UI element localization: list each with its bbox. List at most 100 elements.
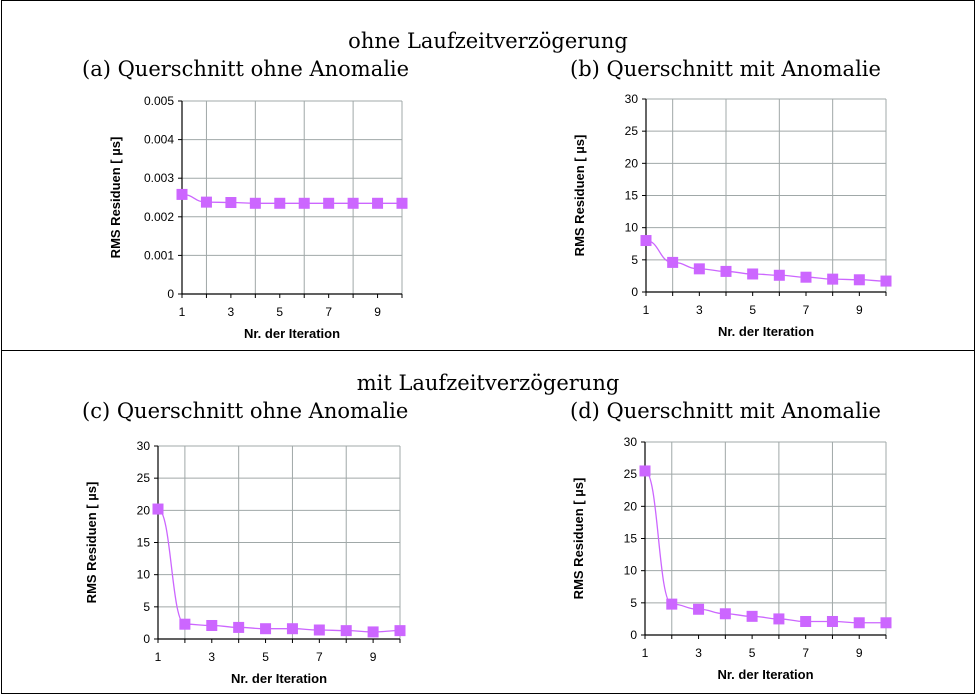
data-point <box>800 615 812 627</box>
x-axis-label: Nr. der Iteration <box>717 667 813 682</box>
data-point <box>773 613 785 625</box>
x-tick-label: 3 <box>696 303 703 317</box>
data-point <box>340 625 352 637</box>
x-tick-label: 5 <box>262 650 269 664</box>
y-tick-label: 20 <box>624 499 638 513</box>
x-tick-label: 9 <box>856 303 863 317</box>
caption-c: (c) Querschnitt ohne Anomalie <box>82 399 409 423</box>
y-tick-label: 5 <box>631 253 638 267</box>
data-point <box>693 603 705 615</box>
y-tick-label: 5 <box>143 600 150 614</box>
y-tick-label: 10 <box>625 221 639 235</box>
data-point <box>827 273 839 285</box>
x-tick-label: 9 <box>370 650 377 664</box>
y-tick-label: 0.004 <box>144 133 174 147</box>
data-point <box>367 626 379 638</box>
x-tick-label: 9 <box>374 305 381 319</box>
data-point <box>323 197 335 209</box>
y-tick-label: 30 <box>137 439 151 453</box>
x-axis-label: Nr. der Iteration <box>718 324 814 339</box>
caption-a: (a) Querschnitt ohne Anomalie <box>82 57 410 81</box>
x-tick-label: 7 <box>316 650 323 664</box>
data-point <box>667 256 679 268</box>
data-point <box>880 275 892 287</box>
y-axis-label: RMS Residuen [ µs] <box>108 137 123 259</box>
data-point <box>396 197 408 209</box>
data-point <box>286 623 298 635</box>
x-tick-label: 1 <box>643 303 650 317</box>
y-tick-label: 0.001 <box>144 248 174 262</box>
data-point <box>249 197 261 209</box>
data-point <box>853 617 865 629</box>
data-point <box>853 274 865 286</box>
y-tick-label: 25 <box>137 471 151 485</box>
y-tick-label: 0.005 <box>144 94 174 108</box>
data-point <box>720 265 732 277</box>
x-tick-label: 7 <box>803 303 810 317</box>
data-point <box>394 625 406 637</box>
x-tick-label: 3 <box>695 646 702 660</box>
x-tick-label: 5 <box>749 646 756 660</box>
data-point <box>372 197 384 209</box>
section-divider <box>2 350 974 351</box>
y-tick-label: 30 <box>624 435 638 449</box>
y-tick-label: 15 <box>625 189 639 203</box>
y-axis-label: RMS Residuen [ µs] <box>84 482 99 604</box>
y-tick-label: 20 <box>625 156 639 170</box>
data-point <box>880 617 892 629</box>
y-tick-label: 15 <box>137 536 151 550</box>
section-title-bottom: mit Laufzeitverzögerung <box>356 371 620 395</box>
x-axis-label: Nr. der Iteration <box>244 326 340 341</box>
data-point <box>693 263 705 275</box>
series-line <box>644 470 886 624</box>
y-tick-label: 30 <box>625 92 639 106</box>
data-point <box>746 610 758 622</box>
x-tick-label: 3 <box>208 650 215 664</box>
y-tick-label: 0 <box>167 287 174 301</box>
y-tick-label: 0 <box>631 285 638 299</box>
y-tick-label: 25 <box>624 467 638 481</box>
y-tick-label: 20 <box>137 503 151 517</box>
x-tick-label: 1 <box>155 650 162 664</box>
y-tick-label: 10 <box>624 564 638 578</box>
data-point <box>298 197 310 209</box>
data-point <box>274 197 286 209</box>
data-point <box>719 608 731 620</box>
data-point <box>666 598 678 610</box>
x-tick-label: 1 <box>642 646 649 660</box>
x-tick-label: 9 <box>856 646 863 660</box>
data-point <box>225 197 237 209</box>
data-point <box>152 503 164 515</box>
caption-b: (b) Querschnitt mit Anomalie <box>570 57 881 81</box>
y-axis-label: RMS Residuen [ µs] <box>572 135 587 257</box>
data-point <box>640 235 652 247</box>
data-point <box>206 619 218 631</box>
y-tick-label: 25 <box>625 124 639 138</box>
data-point <box>800 271 812 283</box>
data-point <box>826 615 838 627</box>
data-point <box>179 618 191 630</box>
y-tick-label: 15 <box>624 532 638 546</box>
data-point <box>773 269 785 281</box>
data-point <box>260 623 272 635</box>
data-point <box>747 268 759 280</box>
x-tick-label: 3 <box>228 305 235 319</box>
x-tick-label: 7 <box>325 305 332 319</box>
x-tick-label: 5 <box>276 305 283 319</box>
data-point <box>200 196 212 208</box>
series-line <box>645 239 887 282</box>
data-point <box>639 465 651 477</box>
y-tick-label: 0 <box>143 632 150 646</box>
y-tick-label: 10 <box>137 568 151 582</box>
data-point <box>233 621 245 633</box>
x-tick-label: 1 <box>179 305 186 319</box>
data-point <box>313 624 325 636</box>
y-tick-label: 0.003 <box>144 171 174 185</box>
y-tick-label: 5 <box>630 596 637 610</box>
y-tick-label: 0.002 <box>144 210 174 224</box>
data-point <box>347 197 359 209</box>
